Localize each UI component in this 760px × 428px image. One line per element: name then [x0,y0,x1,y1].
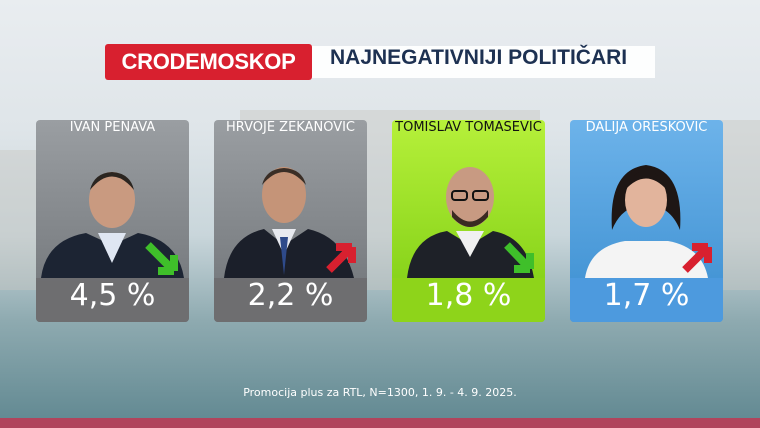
percentage: 2,2 % [214,278,367,322]
percentage: 1,8 % [392,278,545,322]
portrait [407,167,534,278]
portrait [41,172,184,278]
politician-card: IVAN PENAVA 4,5 % [36,120,189,322]
percentage: 1,7 % [570,278,723,322]
percentage: 4,5 % [36,278,189,322]
politician-name: TOMISLAV TOMAŠEVIĆ [395,120,542,135]
background-building [720,120,760,290]
politician-card: DALIJA OREŠKOVIĆ 1,7 % [570,120,723,322]
politician-card: TOMISLAV TOMAŠEVIĆ 1,8 % [392,120,545,322]
brand-label: CRODEMOSKOP [105,44,312,80]
politician-card: HRVOJE ZEKANOVIĆ 2,2 % [214,120,367,322]
politician-name: IVAN PENAVA [69,120,156,135]
politician-name: HRVOJE ZEKANOVIĆ [225,120,356,135]
politician-name: DALIJA OREŠKOVIĆ [585,120,708,135]
portrait [585,165,712,278]
source-note: Promocija plus za RTL, N=1300, 1. 9. - 4… [243,386,517,399]
bottom-strip [0,418,760,428]
portrait [224,167,356,278]
background-building [0,150,40,290]
headline: NAJNEGATIVNIJI POLITIČARI [330,46,628,69]
